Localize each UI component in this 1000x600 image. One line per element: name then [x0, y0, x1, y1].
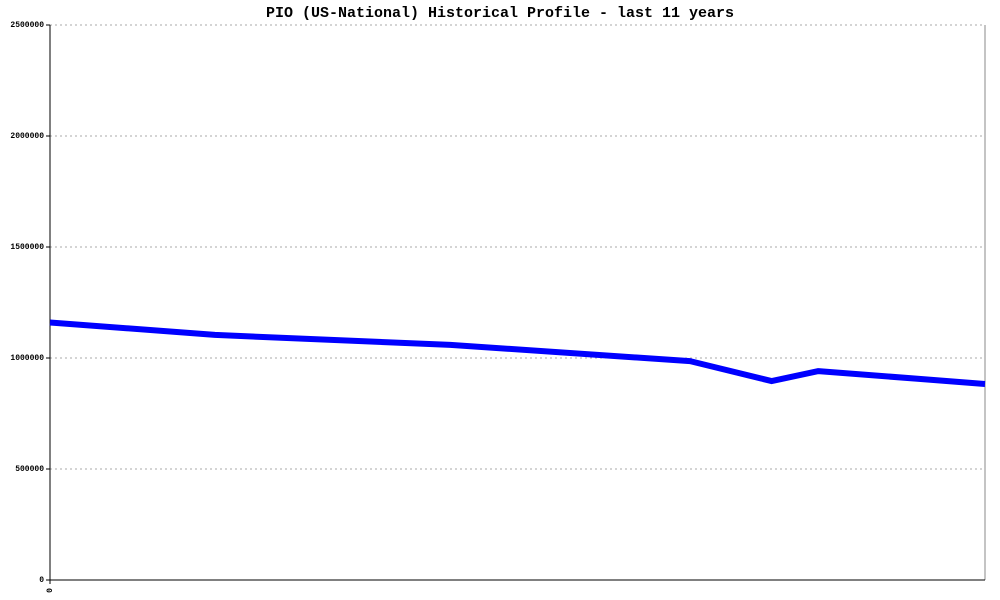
line-series [49, 319, 986, 387]
y-tick-label: 500000 [15, 465, 44, 474]
y-tick-label: 1500000 [10, 243, 44, 252]
y-tick-label: 1000000 [10, 354, 44, 363]
y-tick-label: 0 [39, 576, 44, 585]
x-tick-label: 0 [46, 588, 55, 593]
chart-title: PIO (US-National) Historical Profile - l… [266, 5, 734, 22]
y-tick-label: 2000000 [10, 132, 44, 141]
y-tick-label: 2500000 [10, 21, 44, 30]
